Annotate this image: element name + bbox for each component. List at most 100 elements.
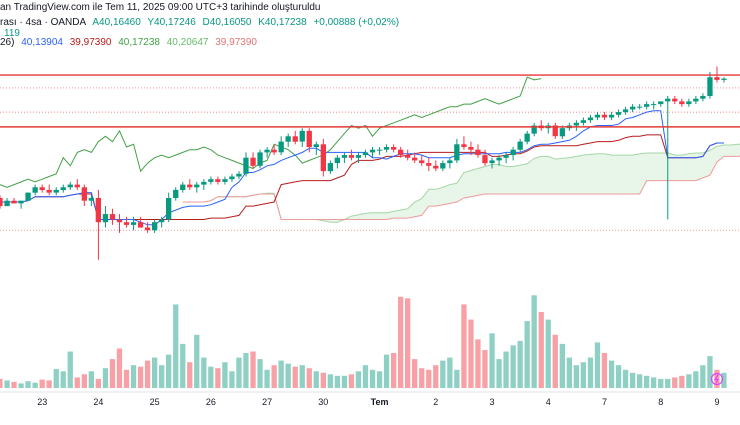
- volume-bar: [376, 371, 383, 388]
- volume-bar: [447, 357, 453, 388]
- candle-body: [622, 109, 629, 113]
- candle-body: [489, 160, 495, 164]
- volume-bar: [601, 353, 608, 388]
- volume-bar: [88, 371, 94, 388]
- x-tick-label: 2: [433, 397, 438, 407]
- ichimoku-base: 39,97390: [69, 37, 112, 48]
- candle-body: [468, 147, 474, 150]
- volume-bar: [229, 371, 235, 388]
- volume-bar: [475, 339, 481, 388]
- candle-body: [123, 222, 130, 225]
- x-tick-label: 9: [714, 397, 719, 407]
- candle-body: [243, 157, 249, 174]
- candle-body: [658, 101, 664, 105]
- candle-body: [236, 173, 242, 177]
- volume-bar: [489, 333, 495, 388]
- volume-bar: [433, 365, 439, 388]
- candle-body: [475, 149, 481, 156]
- volume-bar: [299, 365, 305, 388]
- volume-bar: [4, 380, 10, 388]
- candle-body: [201, 181, 207, 185]
- candle-body: [721, 78, 727, 80]
- candle-body: [419, 160, 425, 164]
- volume-bar: [102, 368, 109, 388]
- volume-bar: [440, 360, 446, 388]
- volume-bar: [39, 379, 45, 388]
- volume-bar: [215, 368, 221, 388]
- volume-bar: [257, 359, 263, 388]
- ichimoku-span-b: 39,97390: [215, 37, 257, 48]
- candle-body: [0, 198, 3, 207]
- ichimoku-params: 26): [0, 37, 15, 48]
- volume-bar: [559, 343, 565, 388]
- x-tick-label: 24: [93, 397, 103, 407]
- volume-bar: [524, 321, 530, 388]
- candle-body: [194, 184, 200, 188]
- candle-body: [306, 130, 312, 147]
- volume-bar: [426, 369, 432, 388]
- volume-bar: [383, 354, 390, 388]
- candle-body: [137, 222, 144, 228]
- candle-body: [524, 133, 530, 142]
- candle-body: [159, 219, 165, 223]
- candle-body: [355, 155, 362, 158]
- volume-bar: [552, 334, 558, 388]
- candle-body: [95, 198, 101, 223]
- ohlc-low: D40,16050: [202, 17, 252, 28]
- x-tick-label: 7: [602, 397, 607, 407]
- volume-bar: [510, 345, 516, 388]
- candle-body: [665, 98, 671, 102]
- volume-bar: [32, 382, 38, 388]
- volume-bar: [496, 359, 502, 388]
- candle-body: [405, 155, 411, 158]
- volume-bar: [166, 354, 172, 388]
- volume-bar: [615, 365, 622, 388]
- candle-body: [552, 125, 558, 137]
- candle-body: [433, 165, 439, 169]
- candle-body: [11, 200, 17, 204]
- volume-bar: [503, 351, 509, 388]
- candle-body: [503, 155, 509, 158]
- volume-bar: [630, 372, 636, 388]
- x-tick-label: 8: [658, 397, 663, 407]
- volume-bar: [651, 377, 657, 388]
- candle-body: [615, 112, 622, 115]
- candle-body: [447, 160, 453, 164]
- candle-body: [116, 219, 123, 223]
- candle-body: [215, 179, 221, 182]
- ohlc-open: A40,16460: [92, 17, 141, 28]
- candle-body: [222, 179, 228, 182]
- ohlc-change: +0,00888 (+0,02%): [313, 17, 400, 28]
- x-tick-label: 25: [150, 397, 160, 407]
- volume-bar: [264, 369, 270, 388]
- candle-body: [25, 192, 31, 201]
- volume-bar: [707, 356, 713, 388]
- volume-bar: [538, 312, 544, 388]
- candle-body: [517, 141, 523, 150]
- volume-bar: [137, 366, 144, 388]
- volume-bar: [271, 365, 277, 388]
- x-tick-label: 30: [318, 397, 328, 407]
- candle-body: [601, 114, 608, 118]
- volume-bar: [700, 365, 706, 388]
- volume-bar: [243, 353, 249, 388]
- volume-bar: [355, 371, 362, 388]
- volume-bar: [208, 366, 214, 388]
- volume-bar: [580, 362, 586, 388]
- ichimoku-span-a: 40,20647: [166, 37, 209, 48]
- volume-bar: [362, 365, 369, 388]
- candle-body: [81, 187, 87, 201]
- x-tick-label: 23: [37, 397, 47, 407]
- volume-bar: [130, 365, 137, 388]
- candle-body: [278, 141, 284, 153]
- volume-bar: [398, 296, 404, 388]
- replay-icon[interactable]: [710, 372, 724, 386]
- candle-body: [187, 184, 193, 188]
- ohlc-legend: rası · 4sa · OANDA A40,16460 Y40,17246 D…: [0, 17, 403, 28]
- x-tick-label: 26: [206, 397, 216, 407]
- candle-body: [580, 120, 586, 123]
- volume-bar: [679, 375, 685, 388]
- candle-body: [362, 152, 369, 156]
